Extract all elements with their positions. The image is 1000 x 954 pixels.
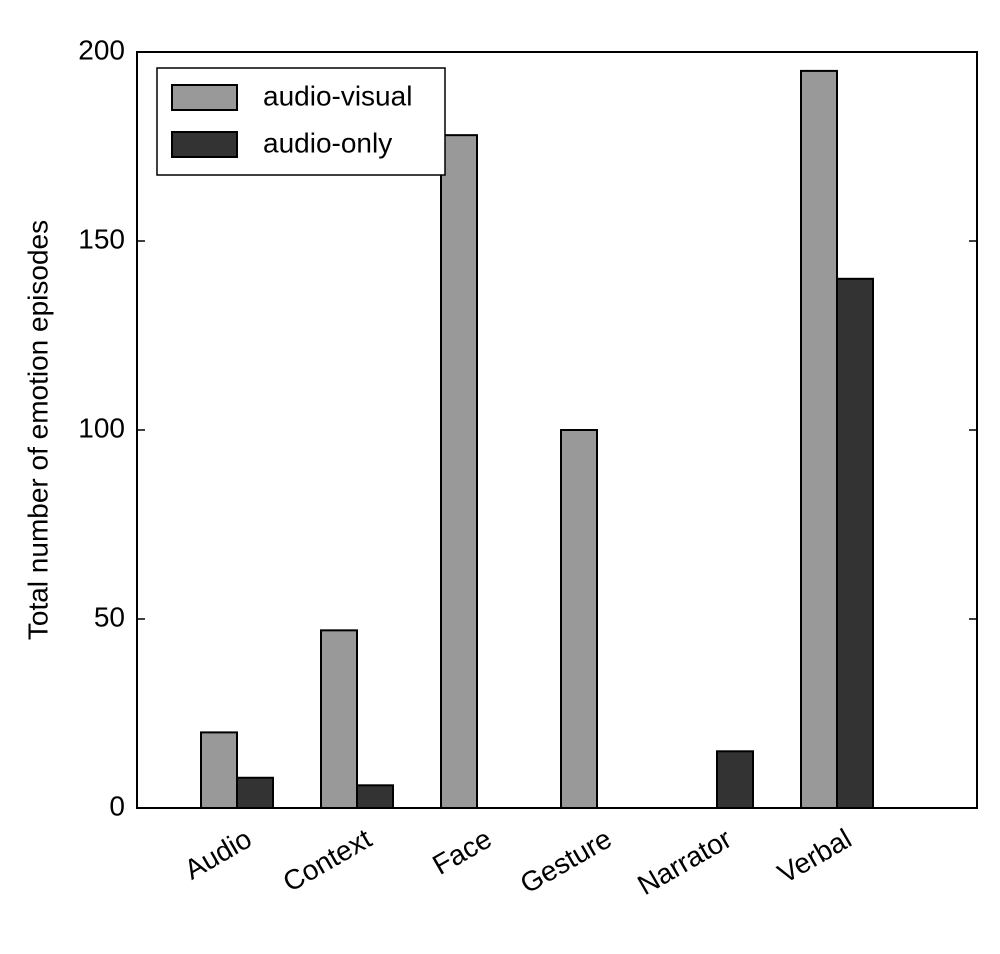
bar <box>836 277 874 809</box>
x-tick-label: Context <box>278 823 377 898</box>
bar <box>236 776 274 810</box>
x-tick-label: Gesture <box>515 823 617 900</box>
bar <box>800 69 838 809</box>
bar <box>356 784 394 810</box>
y-axis-label: Total number of emotion episodes <box>22 220 53 640</box>
x-tick-label: Verbal <box>772 823 856 890</box>
bar <box>716 750 754 809</box>
x-tick-label: Face <box>427 823 496 881</box>
y-tick-label: 150 <box>78 223 125 254</box>
y-tick-label: 0 <box>109 790 125 821</box>
y-tick-label: 50 <box>94 601 125 632</box>
legend-label: audio-visual <box>263 80 412 111</box>
x-tick-label: Narrator <box>632 823 736 901</box>
legend-label: audio-only <box>263 127 392 158</box>
plot-frame <box>136 51 978 809</box>
bar <box>560 429 598 809</box>
bar <box>440 134 478 810</box>
y-tick-label: 200 <box>78 34 125 65</box>
y-tick-label: 100 <box>78 412 125 443</box>
bar <box>320 629 358 810</box>
x-tick-label: Audio <box>179 823 257 886</box>
legend-swatch <box>171 131 238 158</box>
legend-swatch <box>171 84 238 111</box>
bar <box>200 731 238 810</box>
